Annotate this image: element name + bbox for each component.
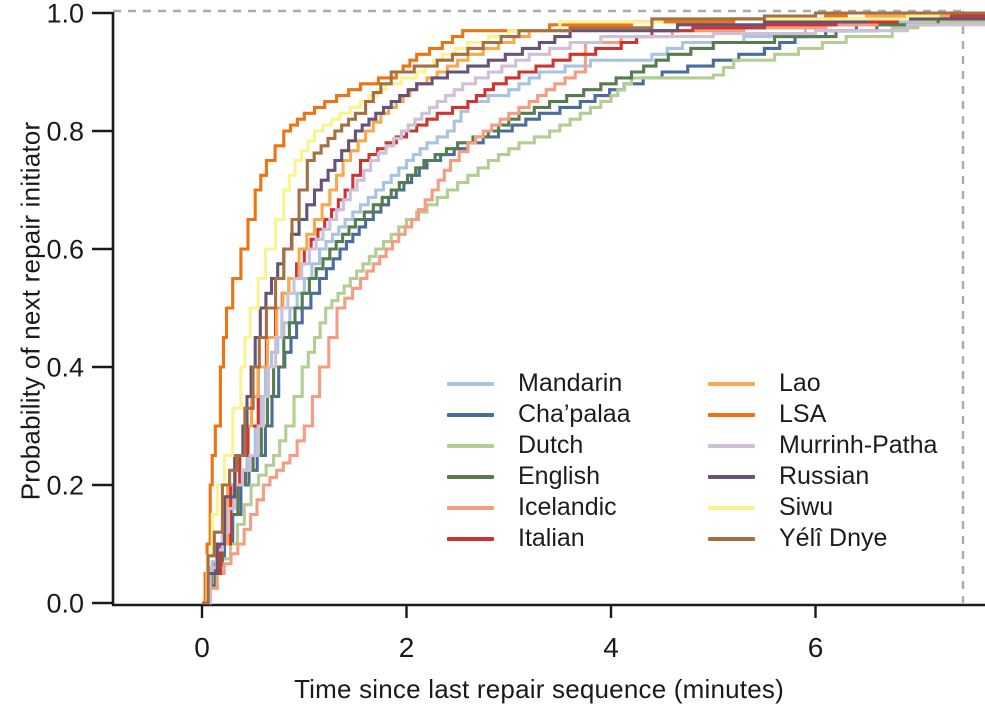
legend-label-english: English	[518, 462, 600, 490]
legend-item-siwu: Siwu	[708, 492, 937, 523]
curve-dutch	[202, 20, 985, 605]
legend-item-murrinh-patha: Murrinh-Patha	[708, 430, 937, 461]
legend-item-mandarin: Mandarin	[447, 368, 631, 399]
legend-swatch-lao	[708, 381, 755, 386]
legend-item-italian: Italian	[447, 523, 631, 554]
legend-label-icelandic: Icelandic	[518, 493, 617, 521]
legend-label-cha-palaa: Cha’palaa	[518, 400, 631, 428]
legend-swatch-murrinh-patha	[708, 443, 755, 448]
legend-swatch-siwu	[708, 505, 755, 510]
curve-y-l-dnye	[202, 11, 985, 605]
x-tick-label-0: 0	[194, 632, 210, 663]
legend-swatch-italian	[447, 536, 494, 541]
y-axis-title: Probability of next repair initiator	[15, 121, 46, 501]
legend-swatch-english	[447, 474, 494, 479]
legend-item-icelandic: Icelandic	[447, 492, 631, 523]
legend-label-mandarin: Mandarin	[518, 369, 623, 397]
legend-column-1: Mandarin Cha’palaa Dutch English Icelandic It…	[447, 368, 631, 554]
y-tick-label-0.4: 0.4	[46, 353, 84, 383]
legend-item-english: English	[447, 461, 631, 492]
legend-item-russian: Russian	[708, 461, 937, 492]
x-tick-label-2: 2	[399, 632, 415, 663]
curve-icelandic	[202, 16, 985, 605]
legend-swatch-russian	[708, 474, 755, 479]
x-tick-label-6: 6	[808, 632, 824, 663]
legend-item-cha-palaa: Cha’palaa	[447, 399, 631, 430]
legend-label-dutch: Dutch	[518, 431, 584, 459]
legend-item-dutch: Dutch	[447, 430, 631, 461]
legend-swatch-y-l-dnye	[708, 536, 755, 541]
curve-lsa	[202, 11, 985, 605]
legend-swatch-mandarin	[447, 381, 494, 386]
curve-murrinh-patha	[202, 23, 985, 605]
y-tick-label-0.0: 0.0	[46, 589, 84, 619]
legend-label-murrinh-patha: Murrinh-Patha	[779, 431, 938, 459]
legend-swatch-icelandic	[447, 505, 494, 510]
legend-swatch-lsa	[708, 412, 755, 417]
legend-item-y-l-dnye: Yélî Dnye	[708, 523, 937, 554]
legend-label-italian: Italian	[518, 524, 585, 552]
legend-swatch-dutch	[447, 443, 494, 448]
x-tick-label-4: 4	[603, 632, 619, 663]
legend-label-lao: Lao	[779, 369, 821, 397]
curve-siwu	[202, 11, 985, 605]
legend-label-y-l-dnye: Yélî Dnye	[779, 524, 888, 552]
legend-item-lao: Lao	[708, 368, 937, 399]
y-tick-label-1.0: 1.0	[46, 0, 84, 29]
y-tick-label-0.2: 0.2	[46, 471, 84, 501]
legend-swatch-cha-palaa	[447, 412, 494, 417]
legend-label-russian: Russian	[779, 462, 870, 490]
y-tick-label-0.6: 0.6	[46, 235, 84, 265]
y-tick-label-0.8: 0.8	[46, 117, 84, 147]
legend-column-2: Lao LSA Murrinh-Patha Russian Siwu Yélî Dnye	[708, 368, 937, 554]
legend-item-lsa: LSA	[708, 399, 937, 430]
x-axis-title: Time since last repair sequence (minutes…	[294, 674, 784, 704]
legend-label-siwu: Siwu	[779, 493, 834, 521]
legend-label-lsa: LSA	[779, 400, 827, 428]
curve-mandarin	[202, 17, 985, 605]
